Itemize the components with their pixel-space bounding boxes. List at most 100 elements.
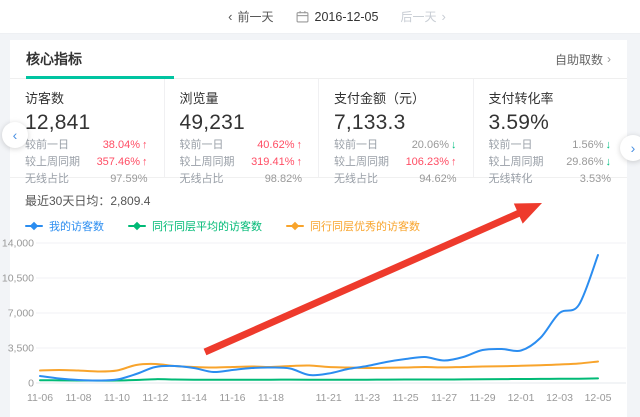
panel-header: 核心指标 自助取数 ›	[10, 40, 627, 79]
metric-compare-row: 较上周同期 319.41% ↑	[180, 155, 303, 169]
line-diamond-marker-icon	[286, 221, 304, 231]
chevron-right-icon: ›	[607, 52, 611, 66]
compare-label: 较前一日	[179, 139, 224, 151]
compare-number: 40.62%	[257, 139, 295, 151]
date-picker[interactable]: 2016-12-05	[296, 9, 379, 24]
chart-subtitle: 最近30天日均：2,809.4	[25, 194, 151, 208]
line-diamond-marker-icon	[25, 221, 43, 231]
compare-number: 29.86%	[566, 156, 604, 168]
compare-number: 38.04%	[102, 139, 140, 151]
metric-compare-row: 较前一日 40.62% ↑	[180, 138, 303, 152]
metric-compare-row: 较前一日 20.06% ↓	[334, 138, 457, 152]
chevron-left-icon: ‹	[228, 9, 233, 24]
metric-title: 支付转化率	[488, 91, 554, 106]
compare-value: 3.53%	[580, 172, 611, 186]
tab-core-metrics[interactable]: 核心指标	[26, 40, 174, 79]
metric-compare-row: 较前一日 1.56% ↓	[489, 138, 612, 152]
trend-down-icon: ↓	[605, 138, 612, 151]
metric-card-visitors[interactable]: 访客数 12,841 较前一日 38.04% ↑ 较上周同期 357.46% ↑ 无…	[10, 79, 164, 185]
compare-number: 97.59%	[110, 173, 148, 185]
carousel-prev-button[interactable]: ‹	[2, 122, 28, 148]
compare-label: 无线占比	[179, 173, 224, 185]
self-service-data-link[interactable]: 自助取数 ›	[555, 51, 611, 68]
compare-value: 20.06% ↓	[412, 138, 457, 152]
compare-value: 1.56% ↓	[572, 138, 611, 152]
trend-up-icon: ↑	[142, 138, 148, 151]
compare-number: 94.62%	[419, 173, 457, 185]
legend-item-peer-excellent[interactable]: 同行同层优秀的访客数	[286, 218, 420, 234]
metric-value: 7,133.3	[334, 111, 406, 134]
core-metrics-panel: 核心指标 自助取数 › 访客数 12,841 较前一日 38.04% ↑ 较上周同…	[10, 40, 627, 417]
compare-number: 319.41%	[251, 156, 295, 168]
compare-value: 94.62%	[419, 172, 456, 186]
metric-value: 3.59%	[488, 111, 550, 134]
compare-number: 106.23%	[405, 156, 449, 168]
compare-number: 20.06%	[411, 139, 449, 151]
metric-compare-row: 较上周同期 106.23% ↑	[334, 155, 457, 169]
chevron-right-icon: ›	[441, 9, 446, 24]
compare-value: 319.41% ↑	[251, 155, 302, 169]
metric-compare-row: 较上周同期 357.46% ↑	[25, 155, 148, 169]
trend-chart-section: 最近30天日均：2,809.4 我的访客数 同行同层平均的访客数 同行同层优秀的…	[10, 178, 627, 234]
compare-value: 40.62% ↑	[257, 138, 302, 152]
metric-compare-row: 无线占比 94.62%	[334, 172, 457, 186]
metric-compare-row: 较前一日 38.04% ↑	[25, 138, 148, 152]
compare-value: 29.86% ↓	[566, 155, 611, 169]
panel-title: 核心指标	[26, 51, 82, 67]
chart-legend: 我的访客数 同行同层平均的访客数 同行同层优秀的访客数	[25, 218, 611, 234]
legend-label: 我的访客数	[49, 221, 104, 233]
metric-value: 12,841	[25, 111, 91, 134]
trend-up-icon: ↑	[142, 155, 148, 168]
chevron-left-icon: ‹	[12, 127, 18, 143]
prev-day-label: 前一天	[237, 10, 274, 24]
carousel-next-button[interactable]: ›	[620, 135, 640, 161]
compare-label: 较前一日	[334, 139, 378, 151]
compare-value: 38.04% ↑	[103, 138, 148, 152]
compare-label: 无线转化	[488, 173, 533, 185]
date-navigation-bar: ‹ 前一天 2016-12-05 后一天 ›	[0, 0, 640, 34]
metric-title: 支付金额（元）	[334, 91, 426, 106]
compare-label: 较上周同期	[334, 156, 389, 168]
prev-day-button[interactable]: ‹ 前一天	[228, 8, 273, 25]
self-service-data-label: 自助取数	[554, 52, 603, 67]
metric-compare-row: 无线占比 97.59%	[25, 172, 148, 186]
metric-compare-row: 较上周同期 29.86% ↓	[489, 155, 612, 169]
compare-number: 98.82%	[264, 173, 302, 185]
compare-number: 1.56%	[572, 139, 604, 151]
metric-title: 浏览量	[179, 91, 219, 106]
current-date: 2016-12-05	[314, 9, 379, 24]
trend-up-icon: ↑	[451, 155, 457, 168]
compare-value: 98.82%	[265, 172, 302, 186]
trend-down-icon: ↓	[605, 155, 612, 168]
legend-item-peer-average[interactable]: 同行同层平均的访客数	[128, 218, 262, 234]
metric-cards-row: 访客数 12,841 较前一日 38.04% ↑ 较上周同期 357.46% ↑ 无…	[10, 79, 628, 185]
metric-title: 访客数	[25, 91, 65, 106]
next-day-label: 后一天	[400, 10, 437, 24]
trend-up-icon: ↑	[296, 155, 303, 168]
legend-item-my-visitors[interactable]: 我的访客数	[25, 218, 104, 234]
chevron-right-icon: ›	[630, 140, 636, 156]
metric-card-pageviews[interactable]: 浏览量 49,231 较前一日 40.62% ↑ 较上周同期 319.41% ↑ 无…	[163, 79, 319, 185]
metric-value: 49,231	[179, 111, 245, 134]
compare-label: 较前一日	[25, 139, 69, 151]
compare-number: 357.46%	[96, 156, 140, 168]
legend-label: 同行同层优秀的访客数	[310, 221, 420, 233]
compare-value: 357.46% ↑	[97, 155, 148, 169]
trend-up-icon: ↑	[296, 138, 303, 151]
metric-card-conversion-rate[interactable]: 支付转化率 3.59% 较前一日 1.56% ↓ 较上周同期 29.86% ↓ 无线…	[472, 79, 628, 185]
compare-number: 3.53%	[579, 173, 611, 185]
compare-label: 无线占比	[25, 173, 69, 185]
metric-card-payment-amount[interactable]: 支付金额（元） 7,133.3 较前一日 20.06% ↓ 较上周同期 106.2…	[318, 79, 473, 185]
trend-down-icon: ↓	[451, 138, 457, 151]
line-diamond-marker-icon	[128, 221, 146, 231]
compare-label: 较前一日	[488, 139, 533, 151]
next-day-button[interactable]: 后一天 ›	[400, 8, 445, 25]
compare-value: 97.59%	[110, 172, 147, 186]
compare-label: 较上周同期	[179, 156, 235, 168]
compare-label: 无线占比	[334, 173, 378, 185]
calendar-icon	[296, 11, 308, 23]
compare-label: 较上周同期	[488, 156, 544, 168]
compare-label: 较上周同期	[25, 156, 80, 168]
metric-compare-row: 无线转化 3.53%	[489, 172, 612, 186]
metric-compare-row: 无线占比 98.82%	[180, 172, 303, 186]
